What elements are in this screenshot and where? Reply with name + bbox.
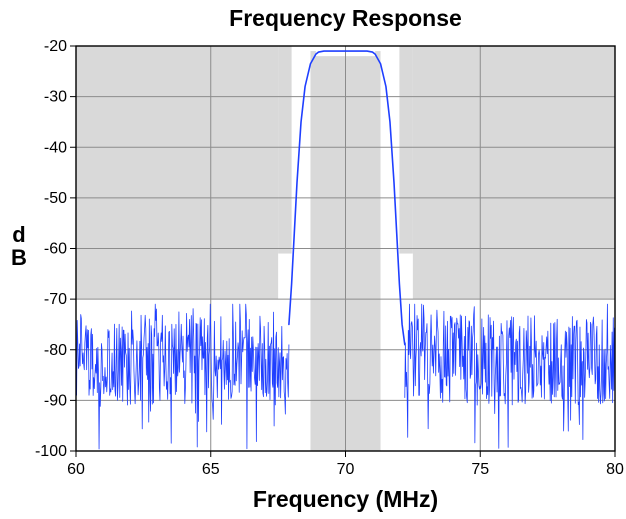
x-tick-label-80: 80 [606, 461, 624, 478]
y-tick-label--50: -50 [44, 190, 67, 207]
y-axis-label-part-1: B [11, 245, 27, 270]
y-tick-label--100: -100 [35, 443, 67, 460]
noise-series-1 [404, 303, 616, 449]
y-axis-label-part-0: d [12, 222, 25, 247]
x-tick-label-65: 65 [202, 461, 220, 478]
y-tick-label--80: -80 [44, 342, 67, 359]
chart-title: Frequency Response [229, 5, 462, 31]
series-line-0 [288, 50, 406, 346]
y-tick-label--70: -70 [44, 291, 67, 308]
x-tick-label-70: 70 [337, 461, 355, 478]
y-tick-label--90: -90 [44, 392, 67, 409]
x-axis-label: Frequency (MHz) [253, 486, 438, 512]
x-tick-label-60: 60 [67, 461, 85, 478]
y-tick-label--40: -40 [44, 139, 67, 156]
y-tick-label--60: -60 [44, 241, 67, 258]
y-tick-label--20: -20 [44, 38, 67, 55]
noise-series-0 [75, 303, 290, 450]
x-tick-label-75: 75 [471, 461, 489, 478]
y-tick-label--30: -30 [44, 89, 67, 106]
mask-region-2 [399, 46, 413, 254]
mask-region-3 [412, 46, 615, 300]
mask-region-1 [278, 46, 292, 254]
mask-region-0 [76, 46, 279, 300]
